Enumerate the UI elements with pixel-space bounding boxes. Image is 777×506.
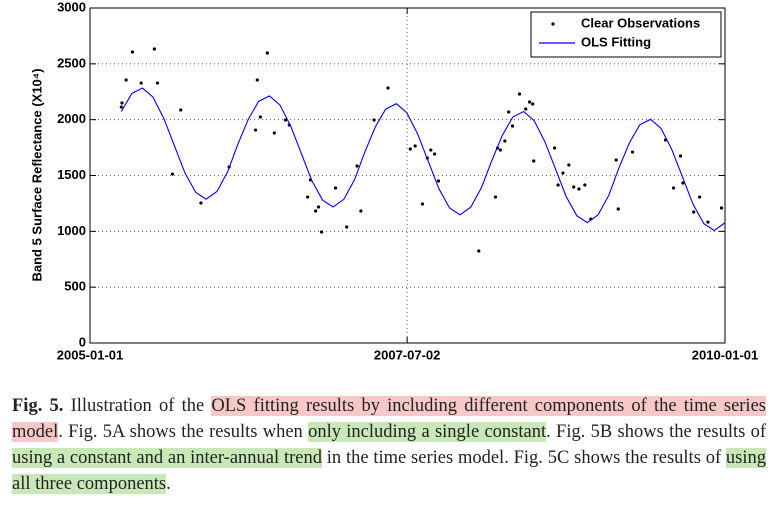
y-tick-label: 1000 [57,223,86,238]
observation-point [420,202,425,206]
y-tick-label: 1500 [57,167,86,182]
observation-point [314,209,318,213]
observation-point [255,78,259,82]
highlighted-text: using a constant and an inter-annual tre… [12,448,322,468]
observation-point [678,154,683,158]
observation-point [698,195,702,199]
observation-point [272,131,276,135]
observation-point [692,210,696,214]
observation-point [124,78,128,82]
figure-caption: Fig. 5. Illustration of the OLS fitting … [12,393,766,497]
observation-point [265,51,269,55]
observation-point [345,225,349,229]
y-tick-label: 2500 [57,55,86,70]
observation-point [706,220,710,224]
observation-point [503,139,507,143]
observation-point [333,186,338,190]
observation-point [253,128,258,132]
observation-point [527,100,532,104]
x-tick-label: 2010-01-01 [692,347,759,362]
observation-point [386,86,390,90]
y-tick-label: 3000 [57,0,86,14]
observation-point [170,172,175,176]
caption-text: Illustration of the [63,396,212,416]
observation-point [119,105,123,109]
legend-label: Clear Observations [581,15,700,30]
observation-point [433,152,437,156]
y-tick-label: 500 [64,279,86,294]
observation-point [517,92,522,96]
observation-point [507,110,511,114]
observation-point [316,205,321,209]
observation-point [630,150,635,154]
observation-point [359,209,363,213]
observation-point [429,148,433,152]
observation-point [567,163,571,167]
observation-point [531,102,535,106]
observation-point [413,144,417,148]
observation-point [572,185,576,189]
x-tick-label: 2005-01-01 [57,347,124,362]
observation-point [283,118,288,122]
observation-point [561,171,565,175]
observation-point [510,124,515,128]
highlighted-text: only including a single constant [308,422,547,442]
observation-point [199,201,203,205]
observation-point [355,164,359,168]
observation-point [616,207,620,211]
plot-area [90,8,725,343]
observation-point [120,101,124,105]
observation-point [152,47,156,51]
caption-text: . Fig. 5B shows the results of [546,422,767,442]
observation-point [139,81,143,85]
x-tick-label: 2007-07-02 [374,347,441,362]
caption-text: . [166,474,171,494]
observation-point [436,179,441,183]
observation-point [681,181,685,185]
observation-point [553,146,557,150]
legend-box [530,11,722,58]
observation-point [155,81,160,85]
observation-point [583,183,587,187]
observation-point [493,195,498,199]
observation-point [258,115,262,119]
legend-marker [551,22,555,26]
caption-label: Fig. 5. [12,396,64,416]
observation-point [130,50,135,54]
observation-point [477,249,481,253]
caption-text: in the time series model. Fig. 5C shows … [321,448,726,468]
y-tick-label: 0 [79,334,86,349]
observation-point [556,183,560,187]
observation-point [179,108,183,112]
y-axis-label: Band 5 Surface Reflectance (X10⁴) [29,68,44,281]
fit-line [120,87,726,232]
caption-text: . Fig. 5A shows the results when [58,422,309,442]
observation-point [408,147,412,151]
observation-point [498,148,502,152]
observation-point [524,107,528,111]
observation-point [719,206,724,210]
y-tick-label: 2000 [57,111,86,126]
observation-point [671,186,676,190]
observation-point [306,195,310,199]
observation-point [614,158,618,162]
observation-point [372,118,376,122]
legend-label: OLS Fitting [581,34,651,49]
observation-point [577,187,581,191]
observation-point [320,230,324,234]
observation-point [532,159,536,163]
chart: Band 5 Surface Reflectance (X10⁴) C 0500… [29,0,759,362]
plot-frame [89,7,726,344]
